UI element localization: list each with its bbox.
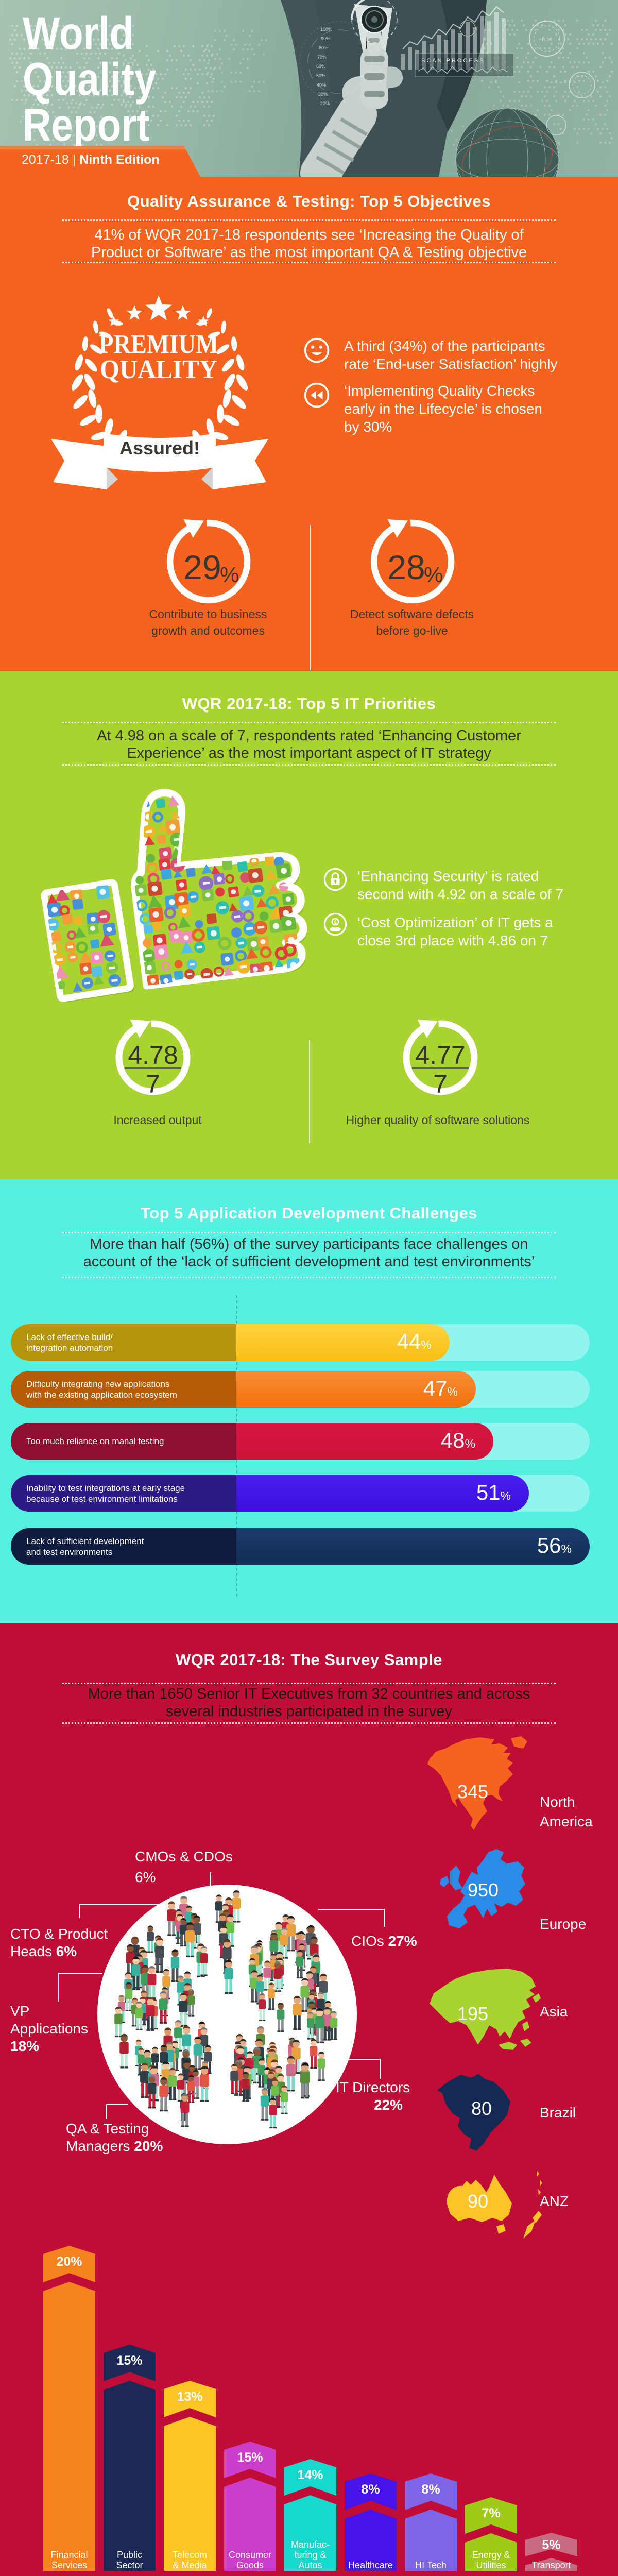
svg-text:turing &: turing & xyxy=(294,2550,326,2560)
svg-text:100%: 100% xyxy=(320,27,332,32)
svg-text:QA & Testing: QA & Testing xyxy=(66,2121,149,2137)
svg-text:13%: 13% xyxy=(177,2389,202,2404)
svg-text:Healthcare: Healthcare xyxy=(348,2560,393,2570)
svg-text:20%: 20% xyxy=(56,2255,82,2269)
svg-text:60%: 60% xyxy=(316,64,325,69)
svg-text:29: 29 xyxy=(183,548,221,586)
svg-text:22%: 22% xyxy=(374,2097,403,2113)
svg-text:Financial: Financial xyxy=(50,2550,88,2560)
svg-text:Public: Public xyxy=(117,2550,142,2560)
svg-text:7: 7 xyxy=(433,1070,448,1098)
svg-text:30%: 30% xyxy=(318,92,328,97)
svg-text:Energy &: Energy & xyxy=(472,2550,510,2560)
svg-text:IT Directors: IT Directors xyxy=(336,2079,410,2095)
svg-text:CTO & Product: CTO & Product xyxy=(10,1926,108,1942)
svg-text:Sector: Sector xyxy=(116,2560,143,2570)
svg-text:90: 90 xyxy=(468,2191,488,2212)
svg-text:15%: 15% xyxy=(116,2353,142,2368)
svg-text:$: $ xyxy=(334,920,337,925)
svg-text:& Media: & Media xyxy=(173,2560,207,2570)
svg-text:SCAN PROCESS: SCAN PROCESS xyxy=(421,58,485,64)
svg-text:Consumer: Consumer xyxy=(229,2550,271,2560)
svg-text:90%: 90% xyxy=(321,36,330,41)
svg-text:VP: VP xyxy=(10,2003,29,2019)
svg-text:8%: 8% xyxy=(421,2482,440,2497)
svg-text:%: % xyxy=(220,563,239,587)
svg-text:20%: 20% xyxy=(320,101,330,106)
svg-text:Services: Services xyxy=(52,2560,87,2570)
svg-text:8%: 8% xyxy=(361,2482,380,2497)
svg-text:Heads 6%: Heads 6% xyxy=(10,1943,77,1959)
svg-text:CIOs 27%: CIOs 27% xyxy=(351,1933,417,1949)
svg-text:5%: 5% xyxy=(542,2538,560,2552)
svg-text:80%: 80% xyxy=(319,45,328,50)
svg-text:Autos: Autos xyxy=(298,2560,322,2570)
svg-text:950: 950 xyxy=(468,1879,499,1901)
svg-text:Transport: Transport xyxy=(531,2560,571,2570)
svg-text:4.78: 4.78 xyxy=(128,1041,178,1070)
svg-text:14%: 14% xyxy=(297,2468,323,2482)
svg-text:7%: 7% xyxy=(482,2506,500,2520)
svg-text:6%: 6% xyxy=(135,1869,156,1885)
svg-text:40%: 40% xyxy=(317,82,326,88)
svg-text:Managers 20%: Managers 20% xyxy=(66,2138,163,2154)
svg-text:80: 80 xyxy=(471,2098,492,2119)
svg-text:HI Tech: HI Tech xyxy=(415,2560,447,2570)
svg-text:195: 195 xyxy=(457,2003,488,2024)
svg-text:Telecom: Telecom xyxy=(173,2550,207,2560)
svg-text:Applications: Applications xyxy=(10,2021,88,2037)
svg-text:50%: 50% xyxy=(316,73,325,78)
svg-text:345: 345 xyxy=(457,1781,488,1802)
svg-text:QUALITY: QUALITY xyxy=(100,355,217,384)
svg-text:%: % xyxy=(424,563,443,587)
svg-text:18%: 18% xyxy=(10,2038,39,2054)
svg-text:Assured!: Assured! xyxy=(119,437,200,459)
svg-text:7: 7 xyxy=(146,1070,160,1098)
svg-text:Utilities: Utilities xyxy=(476,2560,506,2570)
svg-text:70%: 70% xyxy=(317,55,327,60)
svg-text:6.11: 6.11 xyxy=(542,37,553,43)
svg-text:15%: 15% xyxy=(237,2450,263,2465)
svg-text:PREMIUM: PREMIUM xyxy=(99,330,218,359)
svg-text:28: 28 xyxy=(387,548,425,586)
svg-text:Manufac-: Manufac- xyxy=(291,2539,330,2550)
svg-text:Goods: Goods xyxy=(236,2560,264,2570)
svg-text:4.77: 4.77 xyxy=(415,1041,465,1070)
svg-text:CMOs & CDOs: CMOs & CDOs xyxy=(135,1849,233,1865)
